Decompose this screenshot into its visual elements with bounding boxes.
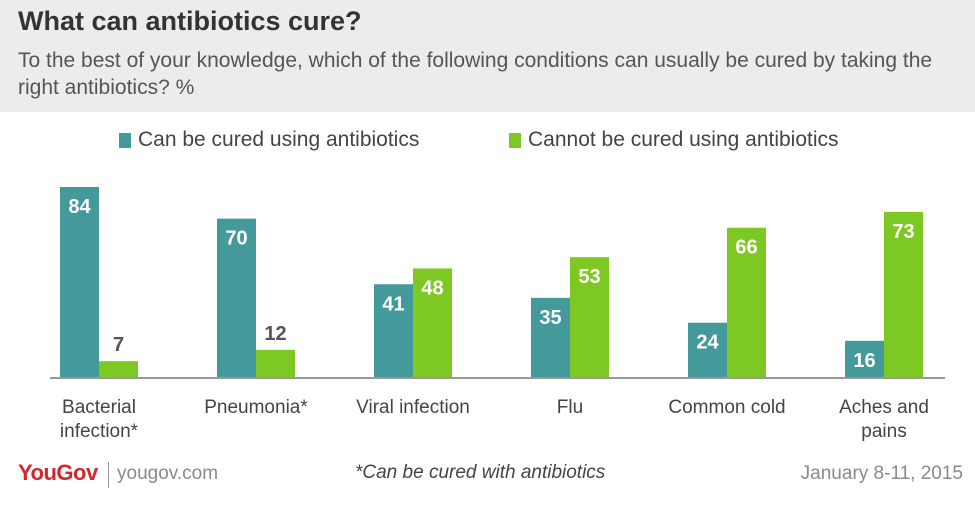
data-label-cannot-0: 7 — [113, 334, 124, 356]
bar-cannot-1 — [256, 349, 295, 377]
legend-item-cannot-be-cured: Cannot be cured using antibiotics — [509, 127, 839, 153]
chart-title: What can antibiotics cure? — [18, 6, 362, 36]
legend-swatch-cannot-be-cured — [509, 132, 521, 148]
category-label-2-0: Viral infection — [356, 397, 470, 418]
bar-can-3 — [531, 297, 570, 377]
data-label-can-1: 70 — [225, 228, 247, 250]
category-label-5-1: pains — [861, 421, 906, 442]
category-label-5-0: Aches and — [839, 397, 929, 418]
data-label-can-3: 35 — [539, 307, 561, 329]
data-label-can-5: 16 — [853, 350, 875, 372]
bar-cannot-3 — [570, 257, 609, 377]
bar-can-4 — [688, 322, 727, 377]
data-label-can-2: 41 — [382, 293, 404, 315]
yougov-logo: YouGov — [18, 460, 98, 485]
bar-can-0 — [60, 187, 99, 377]
chart-subtitle: To the best of your knowledge, which of … — [18, 49, 933, 99]
category-label-4-0: Common cold — [668, 397, 785, 418]
survey-date: January 8-11, 2015 — [800, 463, 963, 484]
bar-can-1 — [217, 218, 256, 377]
category-label-1-0: Pneumonia* — [204, 397, 308, 418]
data-label-cannot-1: 12 — [264, 323, 286, 345]
data-label-cannot-4: 66 — [735, 237, 757, 259]
legend-label-cannot-be-cured: Cannot be cured using antibiotics — [528, 128, 839, 151]
data-label-cannot-2: 48 — [421, 277, 443, 299]
data-label-can-4: 24 — [696, 332, 719, 354]
legend-swatch-can-be-cured — [119, 132, 131, 148]
bar-cannot-0 — [99, 361, 138, 377]
bar-cannot-4 — [727, 227, 766, 377]
category-label-3-0: Flu — [557, 397, 583, 418]
bar-can-5 — [845, 340, 884, 377]
data-label-can-0: 84 — [68, 196, 91, 218]
data-label-cannot-3: 53 — [578, 266, 600, 288]
data-label-cannot-5: 73 — [892, 221, 914, 243]
legend-label-can-be-cured: Can be cured using antibiotics — [138, 128, 420, 151]
bar-can-2 — [374, 284, 413, 377]
footer-site: yougov.com — [117, 463, 219, 484]
category-label-0-1: infection* — [60, 421, 139, 442]
footer-divider — [108, 462, 109, 488]
legend-item-can-be-cured: Can be cured using antibiotics — [119, 127, 419, 153]
bar-cannot-2 — [413, 268, 452, 377]
header-band: What can antibiotics cure? To the best o… — [0, 0, 975, 112]
footnote: *Can be cured with antibiotics — [355, 462, 606, 483]
category-label-0-0: Bacterial — [62, 397, 136, 418]
bar-cannot-5 — [884, 211, 923, 377]
